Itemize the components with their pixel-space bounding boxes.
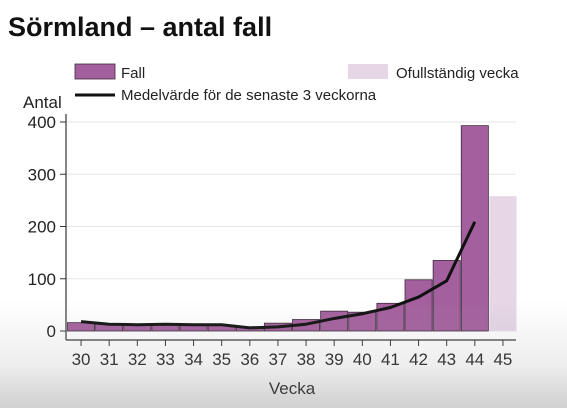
x-tick-label: 33 — [156, 350, 175, 369]
y-tick-label: 200 — [28, 218, 56, 237]
x-tick-label: 36 — [240, 350, 259, 369]
axes: 0 100 200 300 400 30 31 32 33 34 35 36 37 38 39 40 41 42 4… — [28, 113, 516, 369]
average-line — [80, 221, 477, 330]
y-tick-label: 0 — [47, 322, 56, 341]
x-tick-label: 39 — [325, 350, 344, 369]
legend-swatch-incomplete — [348, 64, 388, 79]
legend-label-fall: Fall — [121, 65, 145, 82]
legend: Fall Ofullständig vecka Medelvärde för de … — [74, 63, 519, 104]
bars — [67, 125, 517, 332]
x-tick-label: 37 — [268, 350, 287, 369]
bar — [348, 311, 377, 332]
x-tick-label: 38 — [297, 350, 316, 369]
legend-swatch-fall — [74, 63, 116, 80]
bar — [432, 260, 461, 332]
bar — [404, 279, 433, 332]
x-tick-label: 40 — [353, 350, 372, 369]
y-tick-label: 400 — [28, 113, 56, 132]
x-tick-label: 34 — [184, 350, 203, 369]
y-axis-label: Antal — [23, 93, 62, 112]
x-tick-label: 35 — [212, 350, 231, 369]
y-tick-label: 100 — [28, 270, 56, 289]
x-axis-label: Vecka — [269, 379, 316, 398]
y-tick-label: 300 — [28, 165, 56, 184]
x-tick-label: 42 — [409, 350, 428, 369]
legend-label-average: Medelvärde för de senaste 3 veckorna — [121, 87, 377, 104]
chart-title: Sörmland – antal fall — [8, 12, 273, 42]
x-tick-label: 30 — [72, 350, 91, 369]
x-tick-label: 32 — [128, 350, 147, 369]
x-tick-label: 43 — [437, 350, 456, 369]
x-tick-label: 44 — [465, 350, 484, 369]
bar — [460, 125, 489, 332]
series-line — [80, 221, 477, 330]
x-tick-label: 41 — [381, 350, 400, 369]
x-tick-label: 31 — [100, 350, 119, 369]
x-tick-label: 45 — [493, 350, 512, 369]
legend-label-incomplete: Ofullständig vecka — [396, 65, 519, 82]
bar — [489, 196, 517, 331]
